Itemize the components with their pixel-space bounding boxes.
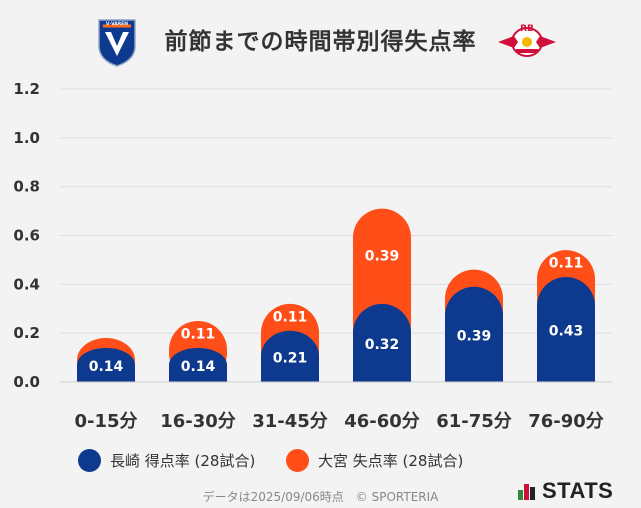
chart-title: 前節までの時間帯別得失点率 (164, 29, 477, 55)
bar-away-label: 0.11 (549, 256, 584, 272)
y-tick-label: 0.0 (13, 373, 40, 391)
rb-omiya-logo: RB (498, 24, 556, 57)
stats-logo-icon (518, 484, 535, 500)
x-tick-label: 61-75分 (436, 411, 512, 432)
stats-logo-text: STATS (542, 478, 614, 503)
y-tick-label: 0.8 (13, 178, 40, 196)
bar-away-label: 0.11 (181, 326, 216, 342)
bar-home-base (353, 353, 411, 382)
bar-home-label: 0.43 (549, 324, 584, 340)
rb-omiya-logo-text: RB (520, 24, 534, 34)
y-tick-label: 1.2 (13, 80, 40, 98)
bar-home-base (169, 364, 227, 382)
x-tick-label: 0-15分 (74, 411, 137, 432)
v-varen-logo: V·VAREN (98, 19, 136, 67)
bar-away-label: 0.39 (365, 248, 400, 264)
legend-dot-home (78, 449, 101, 472)
legend-label-away: 大宮 失点率 (28試合) (318, 452, 464, 470)
y-tick-label: 0.4 (13, 275, 40, 293)
bar-home-label: 0.21 (273, 350, 308, 366)
chart: 0.0 0.2 0.4 0.6 0.8 1.0 1.2 0.14 0-15分 0.14 0.11 16… (13, 80, 612, 432)
bar-home-base (261, 356, 319, 382)
bar-home-base (77, 364, 135, 382)
legend-label-home: 長崎 得点率 (28試合) (110, 452, 256, 470)
bar-away-label: 0.11 (273, 309, 308, 325)
legend-item-home: 長崎 得点率 (28試合) (78, 449, 255, 472)
x-tick-label: 46-60分 (344, 411, 420, 432)
x-tick-label: 76-90分 (528, 411, 604, 432)
y-tick-label: 1.0 (13, 129, 40, 147)
legend-dot-away (286, 449, 309, 472)
v-varen-logo-text: V·VAREN (106, 21, 128, 27)
bar-home-label: 0.32 (365, 337, 400, 353)
bar-home-label: 0.39 (457, 328, 492, 344)
legend-item-away: 大宮 失点率 (28試合) (286, 449, 463, 472)
bar-home-base (537, 353, 595, 382)
y-tick-label: 0.2 (13, 324, 40, 342)
stats-logo: STATS (518, 478, 613, 504)
x-tick-label: 16-30分 (160, 411, 236, 432)
bar-home-label: 0.14 (181, 359, 216, 375)
bar-home-label: 0.14 (89, 359, 124, 375)
x-tick-label: 31-45分 (252, 411, 328, 432)
footer-note: データは2025/09/06時点 © SPORTERIA (202, 490, 439, 504)
bar-home-base (445, 353, 503, 382)
y-tick-label: 0.6 (13, 227, 40, 245)
legend: 長崎 得点率 (28試合) 大宮 失点率 (28試合) (0, 449, 641, 473)
